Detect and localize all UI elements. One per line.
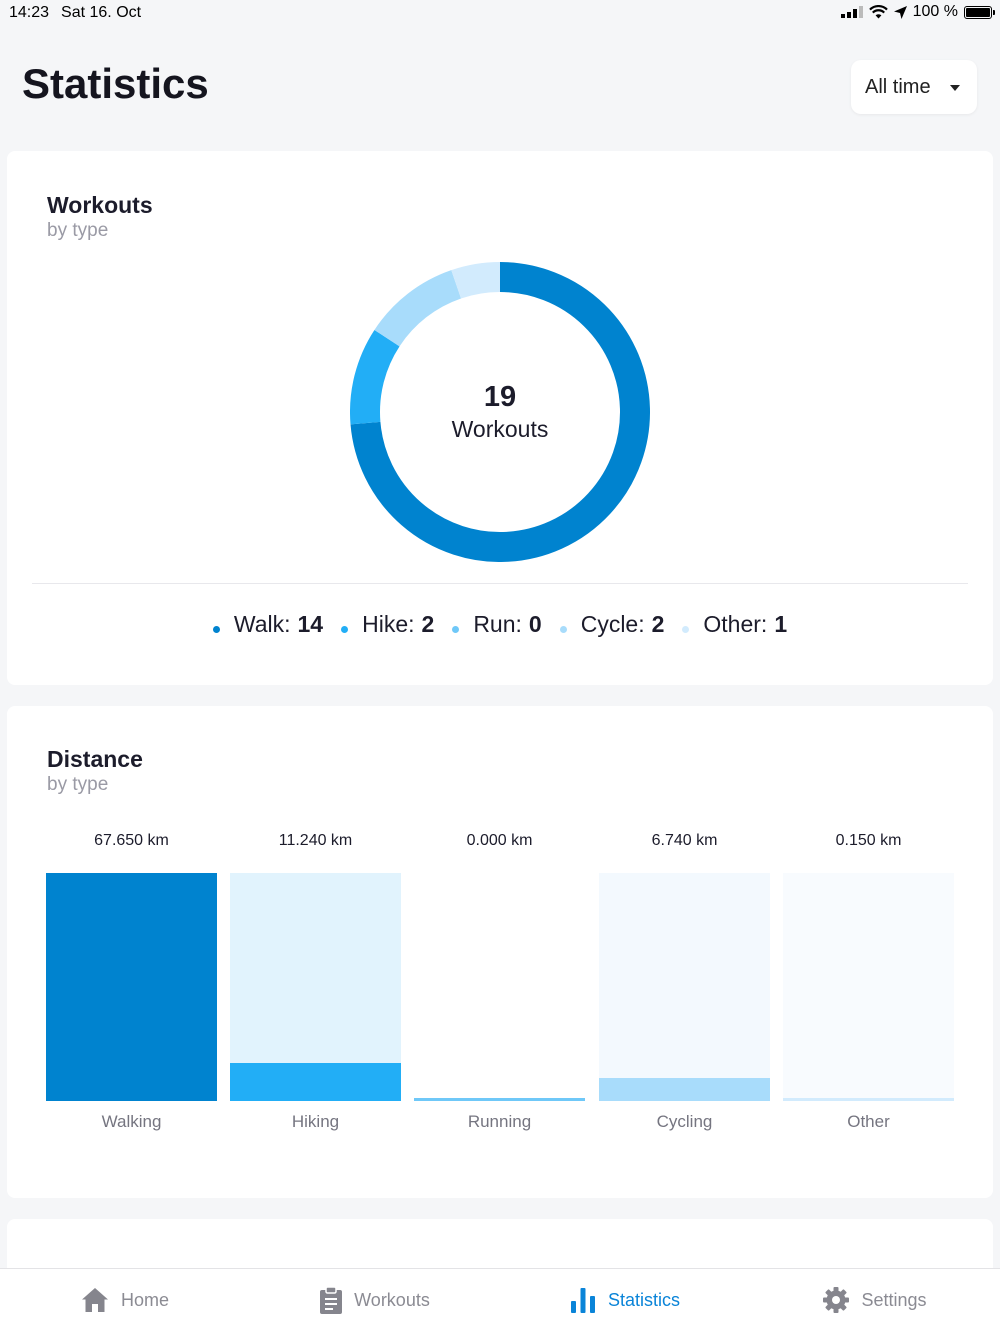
workouts-card-subtitle: by type: [47, 220, 109, 241]
bar-track: [783, 873, 954, 1101]
legend-value: 0: [528, 611, 542, 637]
bar-walking: [46, 873, 217, 1101]
legend-value: 2: [421, 611, 435, 637]
bar-cycling: [599, 1078, 770, 1101]
tab-workouts[interactable]: Workouts: [250, 1269, 500, 1335]
legend-value: 2: [651, 611, 665, 637]
page-title: Statistics: [22, 60, 209, 107]
cellular-signal-icon: [840, 6, 863, 18]
time-range-dropdown[interactable]: All time: [851, 60, 977, 114]
legend-item-hike: Hike: 2: [341, 611, 434, 638]
tab-label: Settings: [861, 1289, 927, 1310]
workouts-card-title: Workouts: [47, 192, 153, 218]
status-time: 14:23: [9, 4, 50, 21]
bar-value-label: 0.150 km: [835, 832, 902, 849]
workouts-total-label: Workouts: [451, 416, 549, 442]
legend-item-run: Run: 0: [452, 611, 542, 638]
bar-hiking: [230, 1063, 401, 1101]
legend-label: Walk:: [233, 611, 291, 637]
divider: [32, 583, 968, 584]
bar-track: [414, 873, 585, 1101]
status-bar: 14:23 Sat 16. Oct 100 %: [0, 0, 1000, 28]
home-icon: [81, 1288, 108, 1312]
battery-percent: 100 %: [912, 3, 958, 20]
legend-label: Hike:: [362, 611, 415, 637]
bar-track: [599, 873, 770, 1101]
legend-dot: [452, 625, 460, 633]
wifi-icon: [868, 5, 888, 19]
legend-label: Run:: [473, 611, 522, 637]
distance-card-title: Distance: [47, 746, 143, 772]
donut-slice-other: [451, 262, 501, 299]
bar-other: [783, 1098, 954, 1101]
battery-icon: [964, 5, 995, 19]
chevron-down-icon: [950, 85, 960, 91]
workouts-total: 19: [483, 381, 517, 413]
tab-statistics[interactable]: Statistics: [500, 1269, 750, 1335]
legend-value: 1: [774, 611, 788, 637]
legend-item-cycle: Cycle: 2: [559, 611, 665, 638]
legend-item-other: Other: 1: [682, 611, 787, 638]
distance-card: Distance by type 67.650 km Walking 11.24…: [7, 706, 993, 1198]
bar-chart-icon: [570, 1288, 595, 1313]
bar-value-label: 0.000 km: [466, 832, 533, 849]
tab-label: Home: [120, 1289, 169, 1310]
location-arrow-icon: [893, 5, 907, 19]
bar-value-label: 6.740 km: [651, 832, 718, 849]
donut-slice-hike: [350, 329, 400, 425]
gear-icon: [823, 1287, 850, 1313]
donut-slice-walk: [350, 262, 650, 562]
bar-column-running: 0.000 km Running: [414, 706, 585, 1131]
legend-value: 14: [297, 611, 324, 637]
workouts-donut-chart: [350, 262, 650, 562]
bar-category-label: Cycling: [656, 1112, 713, 1131]
workouts-card: Workouts by type 19 Workouts Walk: 14 Hi…: [7, 151, 993, 685]
bar-track: [46, 873, 217, 1101]
status-indicators: 100 %: [840, 3, 995, 21]
legend-label: Other:: [703, 611, 768, 637]
bar-column-other: 0.150 km Other: [783, 706, 954, 1131]
bar-running: [414, 1098, 585, 1101]
bar-column-walking: 67.650 km Walking: [46, 706, 217, 1131]
bar-value-label: 67.650 km: [94, 832, 169, 849]
workouts-legend: Walk: 14 Hike: 2 Run: 0 Cycle: 2 Other: …: [7, 611, 993, 638]
legend-dot: [212, 625, 220, 633]
time-range-value: All time: [865, 75, 931, 98]
tab-bar: Home Workouts Statistics: [0, 1268, 1000, 1335]
legend-item-walk: Walk: 14: [212, 611, 324, 638]
distance-card-subtitle: by type: [47, 774, 109, 795]
legend-dot: [341, 625, 349, 633]
bar-track: [230, 873, 401, 1101]
bar-category-label: Other: [847, 1112, 890, 1131]
bar-column-cycling: 6.740 km Cycling: [599, 706, 770, 1131]
clipboard-icon: [320, 1286, 343, 1314]
tab-label: Workouts: [354, 1289, 430, 1310]
bar-column-hiking: 11.240 km Hiking: [230, 706, 401, 1131]
legend-label: Cycle:: [580, 611, 645, 637]
legend-dot: [559, 625, 567, 633]
bar-category-label: Walking: [101, 1112, 162, 1131]
bar-value-label: 11.240 km: [278, 832, 353, 849]
tab-home[interactable]: Home: [0, 1269, 250, 1335]
donut-slice-cycle: [374, 270, 462, 347]
bar-category-label: Hiking: [291, 1112, 340, 1131]
tab-settings[interactable]: Settings: [750, 1269, 1000, 1335]
status-date: Sat 16. Oct: [61, 4, 142, 21]
status-time-date: 14:23 Sat 16. Oct: [9, 4, 141, 22]
legend-dot: [682, 625, 690, 633]
donut-center: 19 Workouts: [350, 262, 650, 562]
tab-label: Statistics: [607, 1289, 681, 1310]
bar-category-label: Running: [467, 1112, 532, 1131]
